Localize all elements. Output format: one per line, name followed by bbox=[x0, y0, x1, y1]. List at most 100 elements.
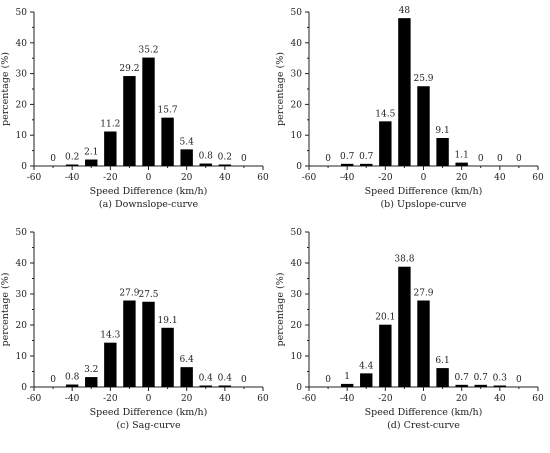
data-label: 0.4 bbox=[218, 374, 233, 384]
panel-caption: (b) Upslope-curve bbox=[380, 199, 466, 210]
data-label: 0.7 bbox=[359, 152, 374, 162]
data-label: 0 bbox=[478, 154, 484, 164]
bar bbox=[360, 163, 373, 166]
x-tick-label: 60 bbox=[532, 394, 544, 404]
y-axis-title: percentage (%) bbox=[0, 52, 11, 126]
x-tick-label: -60 bbox=[27, 173, 42, 183]
bar bbox=[199, 163, 212, 166]
y-axis-title: percentage (%) bbox=[275, 52, 286, 126]
data-label: 0 bbox=[50, 154, 56, 164]
y-tick-label: 0 bbox=[296, 162, 302, 172]
data-label: 14.5 bbox=[375, 109, 395, 119]
y-tick-label: 40 bbox=[291, 39, 303, 49]
x-axis-title: Speed Difference (km/h) bbox=[90, 186, 208, 197]
x-tick-label: 40 bbox=[494, 173, 506, 183]
data-label: 38.8 bbox=[394, 255, 414, 265]
y-tick-label: 50 bbox=[16, 8, 28, 18]
data-label: 27.9 bbox=[119, 289, 139, 299]
bar bbox=[180, 367, 193, 387]
data-label: 0.7 bbox=[340, 152, 355, 162]
data-label: 2.1 bbox=[84, 148, 98, 158]
bar bbox=[123, 300, 136, 387]
panel-caption: (a) Downslope-curve bbox=[99, 199, 199, 210]
x-tick-label: 60 bbox=[257, 173, 269, 183]
bar bbox=[436, 368, 449, 387]
bar bbox=[436, 137, 449, 166]
bar bbox=[379, 121, 392, 166]
bar bbox=[161, 327, 174, 387]
data-label: 0.7 bbox=[455, 373, 470, 383]
bar bbox=[142, 301, 155, 387]
y-tick-label: 50 bbox=[16, 228, 28, 238]
data-label: 0 bbox=[241, 154, 247, 164]
bar bbox=[417, 300, 430, 387]
x-tick-label: -20 bbox=[103, 173, 118, 183]
data-label: 9.1 bbox=[435, 126, 449, 136]
y-tick-label: 10 bbox=[291, 352, 303, 362]
x-tick-label: 40 bbox=[219, 173, 231, 183]
bar bbox=[455, 162, 468, 166]
data-label: 27.9 bbox=[413, 289, 433, 299]
data-label: 0 bbox=[497, 154, 503, 164]
bar bbox=[218, 164, 232, 166]
x-axis-title: Speed Difference (km/h) bbox=[365, 407, 483, 418]
y-tick-label: 30 bbox=[16, 70, 28, 80]
y-tick-label: 30 bbox=[291, 70, 303, 80]
y-tick-label: 20 bbox=[291, 100, 303, 110]
x-tick-label: 0 bbox=[146, 173, 152, 183]
bar bbox=[218, 385, 232, 387]
x-tick-label: -20 bbox=[378, 173, 393, 183]
x-tick-label: -60 bbox=[302, 394, 317, 404]
chart-panel-d: 0 10 20 30 40 50 -60 -40 -20 0 20 40 60 0 1 4.4 20.1 38.8… bbox=[275, 228, 544, 431]
data-label: 0.8 bbox=[65, 373, 80, 383]
data-label: 0.2 bbox=[65, 153, 79, 163]
bar bbox=[85, 159, 98, 166]
chart-panel-c: 0 10 20 30 40 50 -60 -40 -20 0 20 40 60 0 0.8 3.2 14.3 27… bbox=[0, 228, 269, 431]
x-tick-label: 40 bbox=[219, 394, 231, 404]
data-label: 14.3 bbox=[100, 331, 120, 341]
x-tick-label: -20 bbox=[103, 394, 118, 404]
data-label: 3.2 bbox=[84, 365, 98, 375]
data-label: 0 bbox=[50, 375, 56, 385]
data-label: 0.8 bbox=[199, 152, 214, 162]
y-tick-label: 40 bbox=[16, 259, 28, 269]
bar bbox=[104, 342, 117, 387]
data-label: 29.2 bbox=[119, 64, 139, 74]
bar bbox=[417, 86, 430, 166]
bar bbox=[142, 57, 155, 166]
y-tick-label: 20 bbox=[16, 100, 28, 110]
data-label: 0.3 bbox=[493, 374, 508, 384]
bar bbox=[104, 131, 117, 166]
data-label: 0.7 bbox=[474, 373, 489, 383]
x-tick-label: 20 bbox=[181, 173, 193, 183]
data-label: 27.5 bbox=[138, 290, 158, 300]
y-axis-title: percentage (%) bbox=[275, 273, 286, 347]
y-tick-label: 0 bbox=[21, 162, 27, 172]
data-label: 6.4 bbox=[180, 355, 195, 365]
x-tick-label: 0 bbox=[421, 394, 427, 404]
bar bbox=[123, 76, 136, 166]
data-label: 20.1 bbox=[375, 313, 395, 323]
y-tick-label: 40 bbox=[291, 259, 303, 269]
data-label: 1 bbox=[344, 372, 350, 382]
x-tick-label: 0 bbox=[146, 394, 152, 404]
bar bbox=[493, 385, 507, 387]
bar bbox=[474, 384, 487, 387]
data-label: 5.4 bbox=[180, 137, 195, 147]
x-tick-label: 20 bbox=[456, 394, 468, 404]
y-tick-label: 10 bbox=[291, 131, 303, 141]
y-tick-label: 10 bbox=[16, 131, 28, 141]
x-tick-label: -40 bbox=[340, 394, 355, 404]
data-label: 0 bbox=[241, 375, 247, 385]
data-label: 0 bbox=[325, 375, 331, 385]
data-label: 15.7 bbox=[158, 106, 178, 116]
x-tick-label: 0 bbox=[421, 173, 427, 183]
data-label: 0 bbox=[516, 154, 522, 164]
x-tick-label: 20 bbox=[456, 173, 468, 183]
y-tick-label: 0 bbox=[296, 383, 302, 393]
y-tick-label: 30 bbox=[291, 290, 303, 300]
x-tick-label: -40 bbox=[65, 394, 80, 404]
x-tick-label: 20 bbox=[181, 394, 193, 404]
y-axis-title: percentage (%) bbox=[0, 273, 11, 347]
